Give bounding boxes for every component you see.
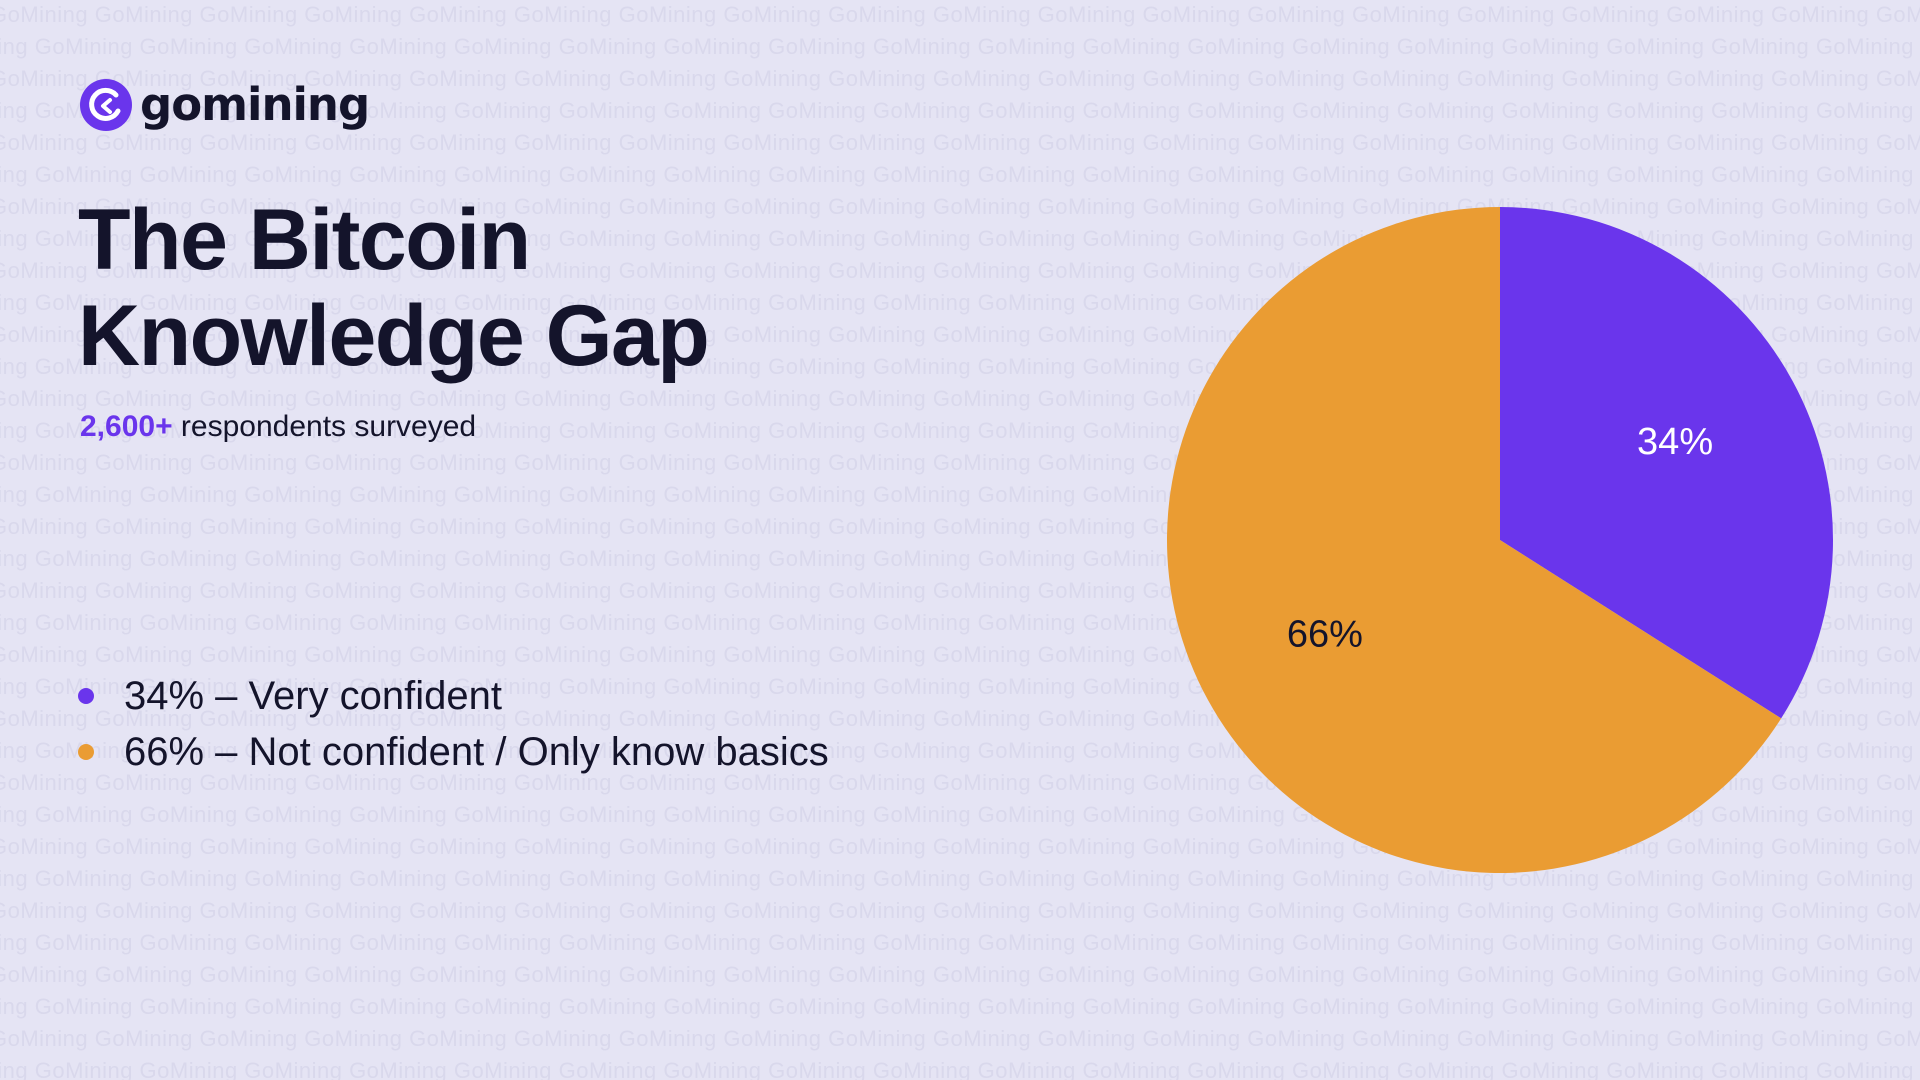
page-title: The Bitcoin Knowledge Gap bbox=[78, 192, 710, 384]
pie-slice-label-1: 34% bbox=[1637, 421, 1713, 463]
watermark-row: GoMining GoMining GoMining GoMining GoMi… bbox=[0, 194, 1920, 219]
watermark-row: GoMining GoMining GoMining GoMining GoMi… bbox=[0, 866, 1920, 891]
gomining-logo-icon bbox=[80, 78, 132, 131]
watermark-row: GoMining GoMining GoMining GoMining GoMi… bbox=[0, 98, 1920, 123]
gomining-logo: gomining bbox=[80, 78, 370, 131]
watermark-row: GoMining GoMining GoMining GoMining GoMi… bbox=[0, 66, 1920, 91]
subtitle-text: respondents surveyed bbox=[172, 410, 477, 443]
legend-item-not-confident: 66% – Not confident / Only know basics bbox=[78, 724, 829, 780]
legend-label: 66% – Not confident / Only know basics bbox=[124, 729, 829, 774]
legend-label: 34% – Very confident bbox=[124, 673, 503, 718]
watermark-row: GoMining GoMining GoMining GoMining GoMi… bbox=[0, 2, 1920, 27]
legend-item-very-confident: 34% – Very confident bbox=[78, 668, 829, 724]
pie-slice-label-2: 66% bbox=[1287, 613, 1363, 655]
watermark-row: GoMining GoMining GoMining GoMining GoMi… bbox=[0, 162, 1920, 187]
watermark-row: GoMining GoMining GoMining GoMining GoMi… bbox=[0, 1058, 1920, 1080]
chart-legend: 34% – Very confident 66% – Not confident… bbox=[78, 668, 829, 780]
logo-wordmark: gomining bbox=[140, 78, 370, 131]
watermark-row: GoMining GoMining GoMining GoMining GoMi… bbox=[0, 130, 1920, 155]
title-line-2: Knowledge Gap bbox=[78, 288, 710, 384]
watermark-row: GoMining GoMining GoMining GoMining GoMi… bbox=[0, 34, 1920, 59]
watermark-row: GoMining GoMining GoMining GoMining GoMi… bbox=[0, 930, 1920, 955]
watermark-row: GoMining GoMining GoMining GoMining GoMi… bbox=[0, 1026, 1920, 1051]
watermark-row: GoMining GoMining GoMining GoMining GoMi… bbox=[0, 898, 1920, 923]
respondent-count: 2,600+ bbox=[80, 410, 173, 443]
pie-slice-2 bbox=[1167, 207, 1782, 873]
watermark-row: GoMining GoMining GoMining GoMining GoMi… bbox=[0, 994, 1920, 1019]
pie-slice-1 bbox=[1500, 207, 1833, 719]
title-line-1: The Bitcoin bbox=[78, 192, 531, 288]
watermark-row: GoMining GoMining GoMining GoMining GoMi… bbox=[0, 962, 1920, 987]
legend-dot-purple bbox=[78, 688, 94, 704]
respondents-subtitle: 2,600+ respondents surveyed bbox=[80, 410, 476, 444]
legend-dot-orange bbox=[78, 744, 94, 760]
pie-chart: 34% 66% bbox=[1167, 207, 1833, 873]
